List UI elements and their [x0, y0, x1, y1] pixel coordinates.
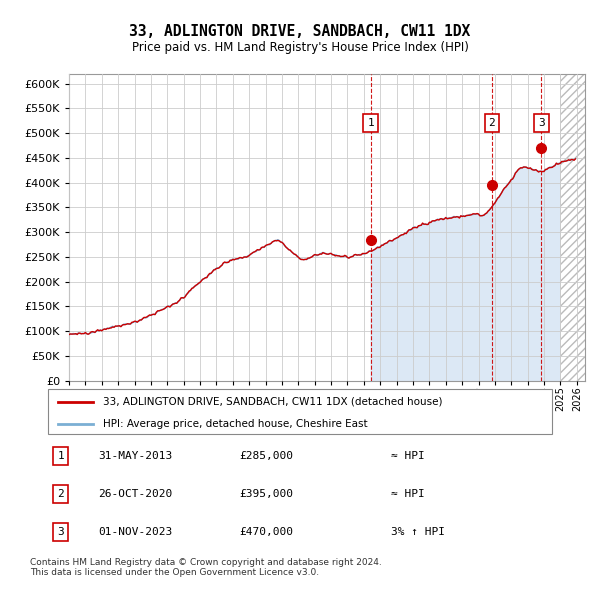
Text: 1: 1: [57, 451, 64, 461]
Text: £395,000: £395,000: [239, 489, 293, 499]
Text: 2: 2: [488, 118, 495, 128]
Text: ≈ HPI: ≈ HPI: [391, 489, 424, 499]
Text: ≈ HPI: ≈ HPI: [391, 451, 424, 461]
Text: 3: 3: [57, 527, 64, 537]
Text: 3% ↑ HPI: 3% ↑ HPI: [391, 527, 445, 537]
Text: 01-NOV-2023: 01-NOV-2023: [98, 527, 173, 537]
Text: Contains HM Land Registry data © Crown copyright and database right 2024.
This d: Contains HM Land Registry data © Crown c…: [30, 558, 382, 577]
Text: £285,000: £285,000: [239, 451, 293, 461]
Text: 33, ADLINGTON DRIVE, SANDBACH, CW11 1DX: 33, ADLINGTON DRIVE, SANDBACH, CW11 1DX: [130, 24, 470, 38]
Text: 2: 2: [57, 489, 64, 499]
Text: 1: 1: [367, 118, 374, 128]
Text: 3: 3: [538, 118, 545, 128]
Text: Price paid vs. HM Land Registry's House Price Index (HPI): Price paid vs. HM Land Registry's House …: [131, 41, 469, 54]
Text: 26-OCT-2020: 26-OCT-2020: [98, 489, 173, 499]
Text: £470,000: £470,000: [239, 527, 293, 537]
Text: HPI: Average price, detached house, Cheshire East: HPI: Average price, detached house, Ches…: [103, 419, 368, 429]
Text: 33, ADLINGTON DRIVE, SANDBACH, CW11 1DX (detached house): 33, ADLINGTON DRIVE, SANDBACH, CW11 1DX …: [103, 397, 443, 407]
Text: 31-MAY-2013: 31-MAY-2013: [98, 451, 173, 461]
